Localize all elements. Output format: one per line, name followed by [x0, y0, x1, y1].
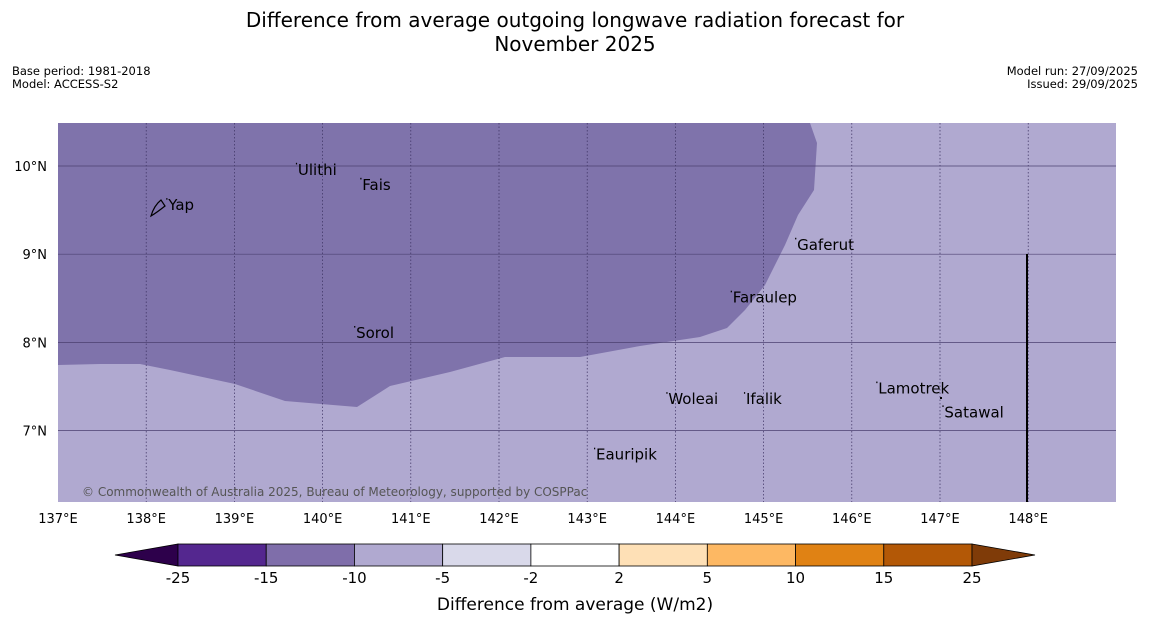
colorbar-cell [795, 543, 885, 567]
lat-tick-label: 8°N [23, 336, 48, 351]
model-name: Model: ACCESS-S2 [12, 77, 119, 91]
lat-tick-label: 10°N [14, 160, 47, 175]
place-labels: Yap Ulithi Fais Gaferut Faraulep Sorol Woleai I… [166, 161, 1004, 464]
island-dot [942, 405, 944, 407]
map-panel: Yap Ulithi Fais Gaferut Faraulep Sorol Woleai I… [58, 123, 1116, 502]
lon-tick-label: 142°E [479, 512, 519, 527]
island-dot [730, 290, 732, 293]
lat-tick-label: 9°N [23, 248, 48, 263]
lon-tick-label: 139°E [215, 512, 255, 527]
colorbar-ticks: -25 -15 -10 -5 -2 2 5 10 15 25 [166, 569, 982, 587]
place-label: Fais [362, 176, 391, 194]
lon-tick-label: 137°E [38, 512, 78, 527]
colorbar: -25 -15 -10 -5 -2 2 5 10 15 25 Difference from av… [114, 543, 1036, 615]
island-dot [795, 237, 797, 240]
issued-date: Issued: 29/09/2025 [1027, 77, 1138, 91]
lon-tick-label: 148°E [1008, 512, 1048, 527]
yap-coastline [150, 199, 166, 218]
island-dot [166, 198, 168, 200]
colorbar-over-arrow [971, 543, 1036, 567]
lon-tick-label: 145°E [744, 512, 784, 527]
colorbar-cell [883, 543, 973, 567]
colorbar-cell [706, 543, 796, 567]
lat-tick-label: 7°N [23, 425, 48, 440]
colorbar-tick-label: -15 [254, 569, 279, 587]
colorbar-tick-label: -5 [435, 569, 450, 587]
place-label: Lamotrek [878, 380, 949, 398]
colorbar-tick-label: -10 [342, 569, 367, 587]
island-dot [876, 381, 878, 384]
colorbar-tick-label: -25 [166, 569, 191, 587]
place-label: Eauripik [596, 446, 657, 464]
place-label: Ulithi [298, 161, 337, 179]
meta-left: Base period: 1981-2018 Model: ACCESS-S2 [12, 65, 151, 91]
islet-marker [940, 397, 942, 399]
colorbar-cell [265, 543, 355, 567]
place-label: Faraulep [733, 289, 797, 307]
place-label: Gaferut [797, 236, 854, 254]
axis-ticks: 137°E 138°E 139°E 140°E 141°E 142°E 143°E 144°E… [14, 160, 1048, 527]
chart-title: Difference from average outgoing longwav… [0, 8, 1150, 56]
colorbar-tick-label: 25 [962, 569, 981, 587]
colorbar-cell [530, 543, 620, 567]
place-label: Ifalik [746, 390, 782, 408]
island-dot [360, 177, 362, 180]
island-markers [150, 199, 942, 399]
place-label: Sorol [356, 324, 394, 342]
colorbar-cell [618, 543, 708, 567]
title-line-1: Difference from average outgoing longwav… [245, 8, 905, 32]
colorbar-cell [354, 543, 444, 567]
colorbar-cells [177, 543, 973, 567]
island-dot [354, 325, 356, 328]
graticule [58, 123, 1116, 502]
lon-tick-label: 146°E [832, 512, 872, 527]
lon-tick-label: 140°E [303, 512, 343, 527]
fill-region-low [58, 123, 817, 407]
island-dot [743, 392, 746, 394]
place-label: Satawal [944, 403, 1003, 421]
colorbar-tick-label: 5 [703, 569, 713, 587]
lon-tick-label: 147°E [920, 512, 960, 527]
lon-tick-label: 138°E [126, 512, 166, 527]
colorbar-tick-label: -2 [523, 569, 538, 587]
meta-right: Model run: 27/09/2025 Issued: 29/09/2025 [1007, 65, 1138, 91]
place-label: Woleai [668, 390, 718, 408]
colorbar-cell [442, 543, 532, 567]
lon-tick-label: 144°E [656, 512, 696, 527]
colorbar-cell [177, 543, 267, 567]
title-line-2: November 2025 [494, 32, 656, 56]
lon-tick-label: 141°E [391, 512, 431, 527]
island-dot [295, 162, 298, 165]
island-dot [594, 447, 596, 450]
place-label: Yap [167, 196, 194, 214]
model-run: Model run: 27/09/2025 [1006, 64, 1138, 78]
colorbar-tick-label: 2 [614, 569, 624, 587]
colorbar-label: Difference from average (W/m2) [437, 595, 713, 615]
lon-tick-label: 143°E [567, 512, 607, 527]
island-dot [666, 392, 668, 394]
colorbar-tick-label: 15 [874, 569, 893, 587]
copyright-notice: © Commonwealth of Australia 2025, Bureau… [82, 485, 587, 499]
colorbar-under-arrow [114, 543, 179, 567]
base-period: Base period: 1981-2018 [12, 64, 151, 78]
colorbar-tick-label: 10 [786, 569, 805, 587]
